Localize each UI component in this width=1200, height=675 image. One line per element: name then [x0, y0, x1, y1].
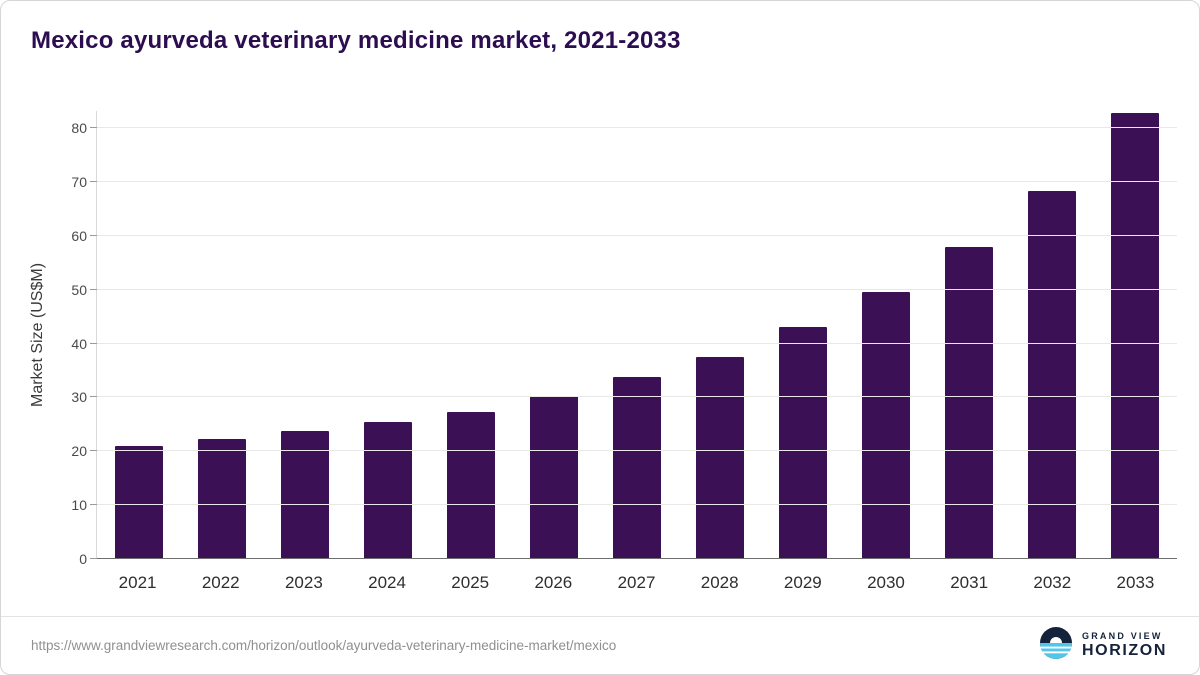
bar-slot-2030 [845, 111, 928, 559]
y-tick-label-50: 50 [71, 281, 87, 298]
gridline-30 [97, 396, 1177, 398]
y-tick-mark-40 [90, 342, 97, 344]
bar-2032[interactable] [1028, 191, 1077, 559]
logo-text-bottom: HORIZON [1082, 642, 1167, 659]
x-tick-label-2025: 2025 [451, 573, 490, 592]
bar-2026[interactable] [529, 395, 578, 559]
x-tick-label-2026: 2026 [534, 573, 573, 592]
x-tick-label-2022: 2022 [201, 573, 240, 592]
x-tick-label-2027: 2027 [617, 573, 656, 592]
gridline-70 [97, 180, 1177, 182]
x-axis-labels: 2021 2022 2023 2024 2025 2026 2027 2028 2029 2030… [96, 573, 1177, 593]
bar-2028[interactable] [696, 356, 745, 559]
bar-2022[interactable] [197, 438, 246, 559]
bar-slot-2032 [1011, 111, 1094, 559]
x-tick-label-2033: 2033 [1116, 573, 1155, 592]
bar-slot-2029 [762, 111, 845, 559]
y-tick-label-10: 10 [71, 497, 87, 514]
bar-2033[interactable] [1111, 113, 1160, 559]
gridline-80 [97, 127, 1177, 128]
y-tick-label-20: 20 [71, 443, 87, 460]
bar-slot-2024 [346, 111, 429, 559]
gridline-60 [97, 234, 1177, 236]
bar-slot-2021 [97, 111, 180, 559]
bar-2021[interactable] [114, 445, 163, 559]
y-tick-mark-0 [90, 558, 97, 559]
y-tick-mark-20 [90, 450, 97, 452]
y-tick-mark-80 [90, 127, 97, 128]
bar-slot-2023 [263, 111, 346, 559]
x-tick-label-2028: 2028 [700, 573, 739, 592]
y-tick-label-40: 40 [71, 335, 87, 352]
chart-area: 0 10 20 30 40 50 60 70 80 2021 2022 2023 2024 2025 20… [71, 111, 1177, 593]
bar-2027[interactable] [613, 377, 661, 559]
x-tick-label-2023: 2023 [284, 573, 323, 592]
y-tick-mark-60 [90, 234, 97, 236]
bar-slot-2027 [595, 111, 678, 559]
gridline-40 [97, 342, 1177, 344]
y-tick-label-70: 70 [71, 173, 87, 190]
source-url: https://www.grandviewresearch.com/horizo… [31, 638, 617, 653]
bar-slot-2033 [1094, 111, 1177, 559]
logo-text-top: GRAND VIEW [1082, 631, 1163, 641]
y-tick-label-80: 80 [71, 120, 87, 136]
y-tick-mark-10 [90, 504, 97, 506]
bar-2025[interactable] [446, 411, 495, 559]
gridline-10 [97, 504, 1177, 506]
x-tick-label-2032: 2032 [1033, 573, 1072, 592]
bar-slot-2031 [928, 111, 1011, 559]
bar-2023[interactable] [280, 431, 329, 559]
bar-slot-2028 [679, 111, 762, 559]
bar-2030[interactable] [862, 292, 911, 559]
chart-title: Mexico ayurveda veterinary medicine mark… [31, 27, 681, 54]
y-axis-title: Market Size (US$M) [29, 262, 46, 408]
bar-2024[interactable] [363, 421, 412, 559]
brand-logo: GRAND VIEW HORIZON [1039, 626, 1167, 665]
y-tick-mark-30 [90, 396, 97, 398]
bar-slot-2026 [512, 111, 595, 559]
x-axis-line [97, 558, 1177, 559]
y-tick-label-0: 0 [79, 551, 87, 567]
y-tick-label-60: 60 [71, 227, 87, 244]
x-tick-label-2029: 2029 [783, 573, 822, 592]
y-tick-label-30: 30 [71, 389, 87, 406]
bar-slot-2025 [429, 111, 512, 559]
y-tick-mark-50 [90, 288, 97, 290]
bars [97, 111, 1177, 559]
x-tick-label-2030: 2030 [867, 573, 905, 592]
gridline-20 [97, 450, 1177, 452]
x-tick-label-2031: 2031 [950, 573, 989, 592]
footer: https://www.grandviewresearch.com/horizo… [1, 616, 1199, 674]
plot-area: 0 10 20 30 40 50 60 70 80 [71, 111, 1177, 567]
x-tick-label-2021: 2021 [118, 573, 157, 592]
x-tick-label-2024: 2024 [368, 573, 406, 592]
gridline-50 [97, 288, 1177, 290]
y-tick-mark-70 [90, 180, 97, 182]
logo-text: GRAND VIEW HORIZON [1082, 631, 1167, 660]
horizon-logo-icon [1039, 626, 1073, 665]
bar-2031[interactable] [945, 246, 994, 559]
bar-2029[interactable] [779, 327, 828, 559]
bar-slot-2022 [180, 111, 263, 559]
